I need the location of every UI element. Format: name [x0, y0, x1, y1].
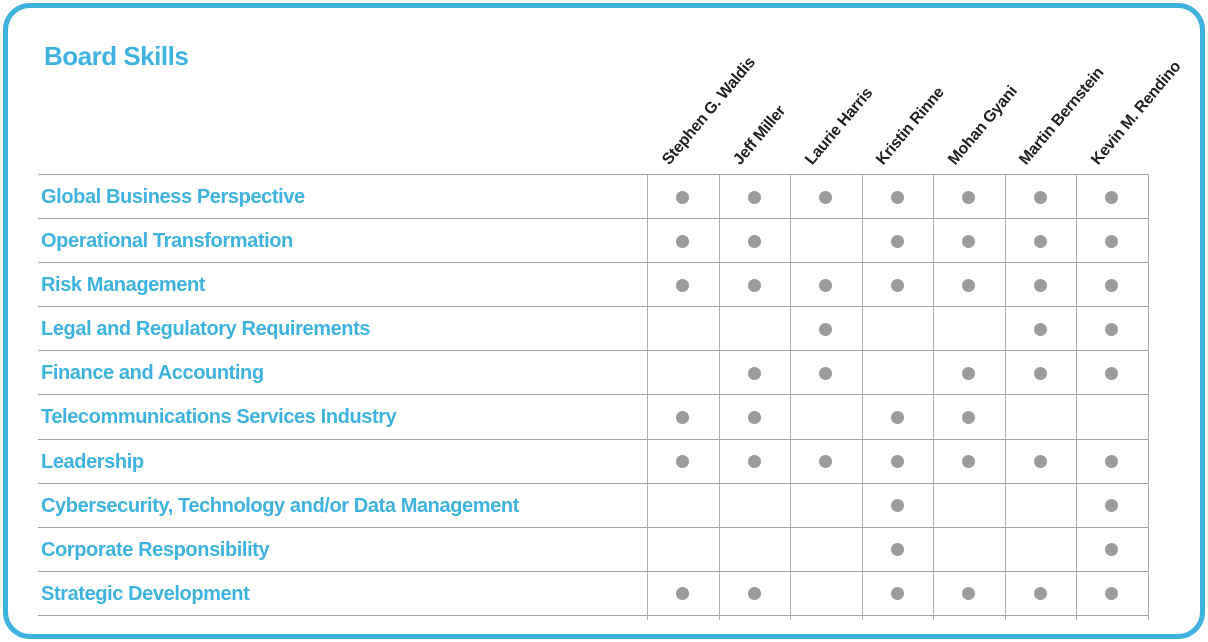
skill-dot	[890, 278, 904, 292]
skill-dot	[1105, 499, 1119, 513]
skill-dot	[1033, 322, 1047, 336]
skill-dot	[747, 366, 761, 380]
skill-dot	[676, 234, 690, 248]
skill-dot	[1033, 455, 1047, 469]
skill-row-label: Risk Management	[41, 274, 206, 297]
skill-dot	[890, 234, 904, 248]
skill-row-label: Operational Transformation	[41, 230, 293, 253]
grid-vertical-line	[933, 174, 934, 620]
table-row: Finance and Accounting	[38, 350, 1148, 394]
skill-dot	[962, 278, 976, 292]
table-row: Legal and Regulatory Requirements	[38, 306, 1148, 350]
skill-dot	[676, 190, 690, 204]
skill-dot	[1033, 366, 1047, 380]
skill-dot	[1033, 278, 1047, 292]
table-row: Strategic Development	[38, 570, 1148, 615]
skill-dot	[819, 190, 833, 204]
skill-row-label: Telecommunications Services Industry	[41, 406, 397, 429]
skill-dot	[890, 543, 904, 557]
grid-vertical-line	[1076, 174, 1077, 620]
grid-vertical-line	[647, 174, 648, 620]
skill-dot	[819, 278, 833, 292]
member-name-header: Jeff Miller	[730, 102, 790, 169]
skill-dot	[819, 455, 833, 469]
skill-dot	[747, 190, 761, 204]
skill-dot	[1033, 587, 1047, 601]
skill-dot	[962, 410, 976, 424]
grid-vertical-line	[790, 174, 791, 620]
skill-dot	[747, 234, 761, 248]
skill-dot	[890, 587, 904, 601]
skill-dot	[890, 190, 904, 204]
skill-dot	[819, 322, 833, 336]
grid-vertical-line	[1147, 174, 1149, 620]
table-row: Cybersecurity, Technology and/or Data Ma…	[38, 482, 1148, 527]
member-name-header: Laurie Harris	[801, 84, 876, 169]
skill-dot	[819, 366, 833, 380]
skill-dot	[962, 190, 976, 204]
skill-dot	[1105, 366, 1119, 380]
board-skills-card: Board Skills Stephen G. Waldis Jeff Mille…	[3, 3, 1205, 639]
skill-dot	[1105, 543, 1119, 557]
skill-dot	[962, 366, 976, 380]
skill-dot	[676, 278, 690, 292]
skill-dot	[890, 455, 904, 469]
skill-row-label: Cybersecurity, Technology and/or Data Ma…	[41, 494, 519, 517]
skill-dot	[962, 455, 976, 469]
skill-dot	[890, 499, 904, 513]
grid-vertical-line	[718, 174, 720, 620]
skill-dot	[747, 455, 761, 469]
skill-dot	[747, 587, 761, 601]
skill-dot	[1105, 587, 1119, 601]
table-row: Operational Transformation	[38, 218, 1148, 262]
skill-dot	[962, 587, 976, 601]
table-row: Leadership	[38, 438, 1148, 483]
member-name-header: Mohan Gyani	[944, 83, 1021, 169]
skill-dot	[676, 455, 690, 469]
skill-dot	[1105, 322, 1119, 336]
table-bottom-line	[38, 614, 1148, 616]
skill-dot	[747, 410, 761, 424]
skill-dot	[1105, 278, 1119, 292]
skills-table: Global Business Perspective Operational T…	[38, 174, 1148, 616]
skill-dot	[1105, 190, 1119, 204]
page-title: Board Skills	[44, 41, 189, 71]
skill-dot	[1033, 190, 1047, 204]
skill-row-label: Legal and Regulatory Requirements	[41, 318, 371, 341]
skill-row-label: Finance and Accounting	[41, 362, 264, 385]
skill-dot	[676, 587, 690, 601]
skill-dot	[962, 234, 976, 248]
skill-dot	[747, 278, 761, 292]
grid-vertical-line	[1004, 174, 1006, 620]
skill-row-label: Leadership	[41, 450, 144, 473]
skill-row-label: Corporate Responsibility	[41, 538, 270, 561]
skill-row-label: Global Business Perspective	[41, 186, 305, 208]
skill-row-label: Strategic Development	[41, 582, 250, 605]
skill-dot	[890, 410, 904, 424]
table-row: Corporate Responsibility	[38, 526, 1148, 571]
table-row: Global Business Perspective	[38, 174, 1148, 218]
member-name-header: Kristin Rinne	[873, 84, 948, 169]
grid-vertical-line	[861, 174, 863, 620]
table-row: Telecommunications Services Industry	[38, 394, 1148, 438]
skill-dot	[1105, 234, 1119, 248]
skill-dot	[1033, 234, 1047, 248]
table-row: Risk Management	[38, 262, 1148, 306]
skill-dot	[676, 410, 690, 424]
skill-dot	[1105, 455, 1119, 469]
